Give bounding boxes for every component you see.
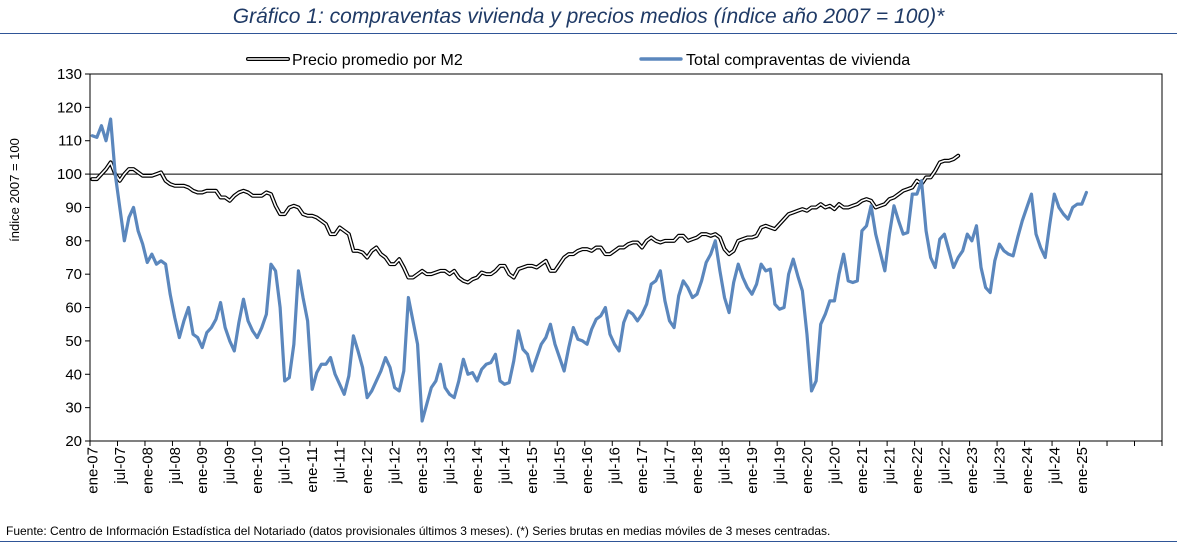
- legend-item-precio: Precio promedio por M2: [246, 52, 463, 69]
- y-axis: 20 30 40 50 60 70 80 90 100 110 120 130: [57, 66, 90, 450]
- x-tick-label: jul-20: [826, 447, 843, 485]
- chart-svg: Precio promedio por M2 Total compraventa…: [7, 52, 1163, 494]
- x-tick-label: ene-13: [414, 447, 431, 494]
- x-tick-label: ene-20: [799, 447, 816, 494]
- x-tick-label: ene-11: [304, 447, 321, 493]
- source-note: Fuente: Centro de Información Estadístic…: [6, 524, 831, 538]
- x-tick-label: ene-21: [854, 447, 871, 494]
- x-tick-label: jul-12: [387, 447, 404, 485]
- x-axis: ene-07 jul-07 ene-08 jul-08 ene-09 jul-09 ene-…: [84, 441, 1163, 494]
- y-tick-label: 100: [57, 166, 82, 183]
- y-tick-label: 20: [65, 433, 82, 450]
- x-tick-label: jul-10: [277, 447, 294, 485]
- series-layer: [90, 117, 1089, 423]
- y-tick-label: 50: [65, 333, 82, 350]
- x-tick-label: ene-25: [1074, 447, 1091, 494]
- x-tick-label: ene-17: [634, 447, 651, 494]
- x-tick-label: jul-22: [936, 447, 953, 485]
- x-tick-label: jul-09: [222, 447, 239, 485]
- x-tick-label: ene-23: [964, 447, 981, 494]
- x-tick-label: ene-10: [249, 447, 266, 494]
- x-tick-label: jul-07: [112, 447, 129, 485]
- legend-item-compraventas: Total compraventas de vivienda: [639, 52, 910, 69]
- x-tick-label: ene-14: [469, 447, 486, 494]
- x-tick-label: jul-15: [552, 447, 569, 485]
- series-compraventas-line: [90, 117, 1089, 423]
- x-tick-label: ene-24: [1019, 447, 1036, 494]
- x-tick-label: jul-16: [607, 447, 624, 485]
- x-tick-label: jul-11: [332, 447, 349, 484]
- x-tick-label: jul-14: [497, 447, 514, 485]
- x-tick-label: jul-17: [662, 447, 679, 485]
- bottom-divider: [0, 541, 1177, 542]
- x-tick-label: ene-08: [139, 447, 156, 494]
- x-tick-label: jul-21: [881, 447, 898, 485]
- x-tick-label: jul-19: [771, 447, 788, 485]
- x-tick-label: ene-22: [909, 447, 926, 494]
- chart-title: Gráfico 1: compraventas vivienda y preci…: [232, 5, 945, 28]
- x-tick-label: ene-19: [744, 447, 761, 494]
- legend-label-precio: Precio promedio por M2: [292, 52, 463, 69]
- x-tick-label: jul-13: [442, 447, 459, 485]
- y-tick-label: 60: [65, 300, 82, 317]
- y-tick-label: 40: [65, 366, 82, 383]
- y-tick-label: 30: [65, 400, 82, 417]
- plot-area-frame: [89, 73, 1163, 442]
- y-axis-title: índice 2007 = 100: [7, 138, 22, 242]
- legend-label-compraventas: Total compraventas de vivienda: [686, 52, 910, 69]
- y-tick-label: 70: [65, 266, 82, 283]
- series-precio-outline: [90, 153, 961, 285]
- y-tick-label: 120: [57, 99, 82, 116]
- y-tick-label: 80: [65, 233, 82, 250]
- y-tick-label: 110: [58, 133, 82, 150]
- series-precio-line: [91, 154, 959, 284]
- legend: Precio promedio por M2 Total compraventa…: [246, 52, 910, 69]
- x-tick-label: jul-24: [1046, 447, 1063, 485]
- series-compraventas: [90, 117, 1089, 423]
- title-divider: [0, 33, 1177, 34]
- x-tick-label: ene-09: [194, 447, 211, 494]
- x-tick-label: jul-23: [991, 447, 1008, 485]
- x-tick-label: ene-18: [689, 447, 706, 494]
- x-tick-label: ene-12: [359, 447, 376, 494]
- x-tick-label: jul-08: [167, 447, 184, 485]
- y-tick-label: 130: [57, 66, 82, 83]
- x-tick-label: ene-07: [84, 447, 101, 494]
- x-tick-label: jul-18: [716, 447, 733, 485]
- series-precio: [90, 153, 961, 285]
- x-tick-label: ene-15: [524, 447, 541, 494]
- x-tick-label: ene-16: [579, 447, 596, 494]
- y-tick-label: 90: [65, 199, 82, 216]
